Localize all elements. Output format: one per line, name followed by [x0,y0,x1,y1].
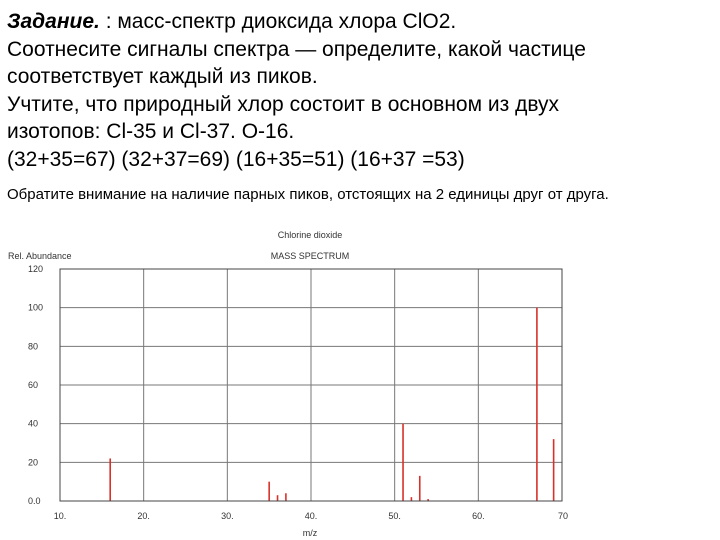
plot-frame [59,268,563,502]
y-axis-label: Rel. Abundance [8,251,72,261]
x-tick-label: 70 [558,511,568,521]
x-tick-label: 30. [221,511,234,521]
x-tick-label: 10. [54,511,67,521]
task-line-1: Задание. : масс-спектр диоксида хлора Cl… [7,8,713,36]
x-tick-label: 40. [305,511,318,521]
y-tick-label: 0.0 [28,496,41,506]
task-text: Задание. : масс-спектр диоксида хлора Cl… [7,8,713,173]
y-tick-label: 40 [28,419,38,429]
task-line-3: соответствует каждый из пиков. [7,65,318,88]
chart-background [0,218,568,540]
y-tick-label: 100 [28,303,43,313]
task-line-5: изотопов: Cl-35 и Cl-37. O-16. [7,120,295,143]
task-line-6: (32+35=67) (32+37=69) (16+35=51) (16+37 … [7,147,465,171]
y-tick-label: 20 [28,457,38,467]
task-line-4: Учтите, что природный хлор состоит в осн… [7,92,560,116]
task-label: Задание. [7,10,100,33]
y-tick-labels: 0.0 20 40 60 80 100 120 [28,264,43,506]
y-tick-label: 80 [28,341,38,351]
y-tick-label: 120 [28,264,43,274]
mass-spectrum-chart: Chlorine dioxide MASS SPECTRUM Rel. Abun… [0,218,568,540]
chart-title: Chlorine dioxide [278,230,343,240]
x-tick-label: 20. [137,511,150,521]
x-tick-label: 50. [388,511,401,521]
grid-lines [60,269,562,501]
peaks [109,307,555,501]
task-line-1-text: : масс-спектр диоксида хлора ClO2. [99,10,457,33]
x-tick-label: 60. [472,511,485,521]
hint-note: Обратите внимание на наличие парных пико… [7,186,609,203]
x-axis-label: m/z [303,528,318,538]
task-line-2: Соотнесите сигналы спектра — определите,… [7,37,586,61]
chart-subtitle: MASS SPECTRUM [271,251,350,261]
x-tick-labels: 10. 20. 30. 40. 50. 60. 70 [54,511,568,521]
y-tick-label: 60 [28,380,38,390]
